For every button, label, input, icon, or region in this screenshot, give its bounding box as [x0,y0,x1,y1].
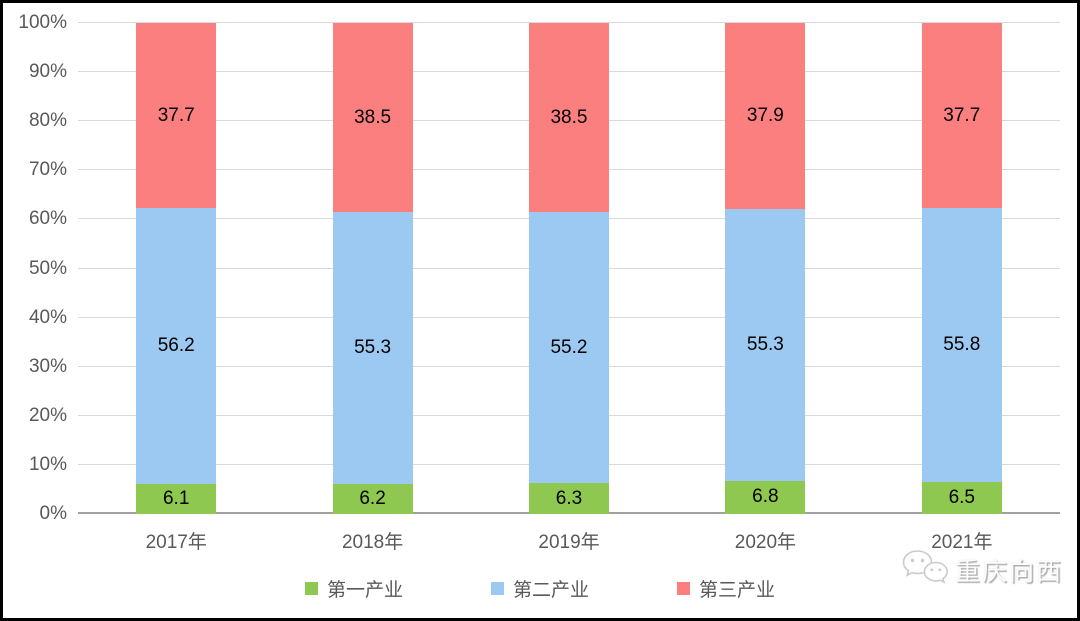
bar-slot: 6.5 55.8 37.7 [864,23,1060,514]
bar-segment: 37.7 [921,23,1002,209]
bar-segment-label: 55.3 [746,333,784,355]
legend-label: 第一产业 [326,580,403,601]
y-tick-label: 40% [28,306,67,328]
bar-segment: 56.2 [136,208,217,485]
y-tick-label: 10% [28,453,67,475]
bar-segment: 55.3 [725,209,806,481]
y-tick-label: 70% [28,159,67,181]
bar-segment: 55.8 [921,208,1002,483]
y-tick-label: 0% [39,503,67,524]
bar-segment-label: 55.3 [354,336,392,358]
legend-item: 第三产业 [677,575,775,602]
bar-segment: 55.3 [332,212,413,484]
bar-segment-label: 37.9 [746,105,784,127]
category-label: 2017年 [145,532,207,553]
legend-label: 第三产业 [699,580,776,601]
bar-segment: 6.5 [921,482,1002,514]
bar-segment: 6.3 [528,483,609,514]
bar-segment-label: 38.5 [550,106,588,128]
y-tick-label: 60% [28,208,67,230]
plot-area: 6.1 56.2 37.7 6.2 55.3 38.5 6.3 55.2 38.5 6.8 55.3… [78,22,1060,514]
stacked-bar: 6.5 55.8 37.7 [921,23,1002,514]
gridline [78,22,1060,23]
category-label: 2021年 [931,532,993,553]
legend-item: 第一产业 [304,575,403,602]
stacked-bar: 6.1 56.2 37.7 [136,23,217,514]
y-tick-label: 100% [18,12,67,33]
bar-segment: 37.7 [136,23,217,209]
bar-segment: 37.9 [725,23,806,210]
category-label: 2018年 [341,532,404,553]
bar-segment-label: 37.7 [943,104,981,126]
bar-segment: 6.2 [332,483,413,514]
stacked-bar: 6.2 55.3 38.5 [332,23,413,514]
legend-item: 第二产业 [490,575,589,602]
legend-swatch [490,582,504,595]
bar-slot: 6.3 55.2 38.5 [471,23,667,514]
stacked-bar: 6.3 55.2 38.5 [528,23,609,514]
y-tick-label: 80% [28,110,67,132]
x-axis: 2017年 2018年 2019年 2020年 2021年 [78,527,1060,554]
legend-label: 第二产业 [512,580,589,601]
bar-slot: 6.8 55.3 37.9 [667,23,863,514]
y-tick-label: 20% [28,404,67,426]
y-axis: 0% 10% 20% 30% 40% 50% 60% 70% 80% 90% 100% [3,12,71,524]
category-label: 2020年 [734,532,797,553]
bar-segment: 6.8 [725,480,806,514]
bar-slot: 6.1 56.2 37.7 [78,23,274,514]
bar-segment-label: 38.5 [354,106,392,128]
bar-segment-label: 6.2 [359,487,386,509]
bar-segment: 38.5 [332,23,413,213]
bar-segment: 6.1 [136,484,217,514]
bar-segment-label: 56.2 [157,335,195,357]
bar-segment-label: 6.8 [752,486,779,508]
bar-slot: 6.2 55.3 38.5 [274,23,470,514]
bar-segment-label: 6.1 [162,488,190,510]
bar-segment-label: 55.8 [943,334,981,356]
bar-segment: 55.2 [528,212,609,484]
stacked-bar: 6.8 55.3 37.9 [725,23,806,514]
bar-segment-label: 6.5 [948,487,975,509]
category-label: 2019年 [538,532,600,553]
y-tick-label: 50% [28,257,67,279]
legend-swatch [677,582,690,595]
y-tick-label: 30% [28,355,67,377]
legend-swatch [304,582,318,595]
bar-segment-label: 55.2 [550,336,588,358]
bar-segment-label: 6.3 [555,487,583,509]
bar-segment-label: 37.7 [157,104,195,126]
bar-segment: 38.5 [528,23,609,213]
y-tick-label: 90% [28,61,67,83]
legend: 第一产业 第二产业 第三产业 [3,575,1077,602]
